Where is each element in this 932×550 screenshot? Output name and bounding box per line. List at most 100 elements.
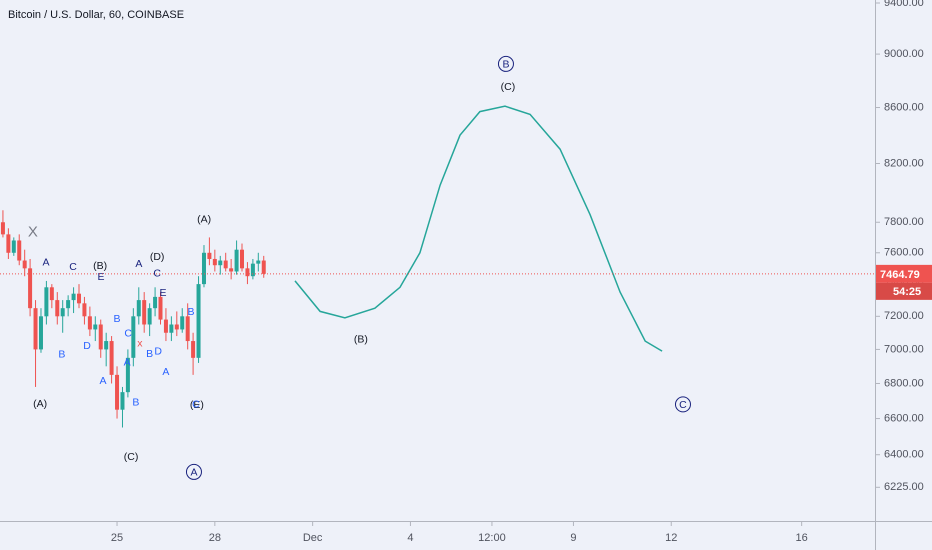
x-tick-label: 28 [209, 532, 221, 544]
candle-body [120, 392, 125, 410]
candle-body [212, 258, 217, 266]
wave-label: B [502, 59, 509, 71]
x-tick-label: 9 [570, 532, 576, 544]
candle-body [55, 300, 60, 317]
wave-label: C [679, 399, 687, 411]
candle-body [0, 222, 5, 235]
projection-curve [294, 105, 663, 352]
wave-label: (C) [124, 451, 139, 463]
candle-body [109, 341, 114, 375]
candle-body [163, 319, 168, 333]
wave-circle [497, 55, 514, 72]
wave-label: C [153, 267, 161, 279]
wave-label: E [159, 287, 166, 299]
x-tick-label: 12 [665, 532, 677, 544]
wave-label: (C) [501, 81, 516, 93]
y-tick-label: 7600.00 [884, 247, 924, 259]
wave-label: B [114, 313, 121, 325]
candle-body [261, 260, 266, 274]
candle-body [191, 341, 196, 358]
y-tick-label: 9000.00 [884, 48, 924, 60]
candle-body [82, 303, 87, 317]
candle-body [147, 308, 152, 325]
candle-body [229, 268, 234, 272]
candle-body [201, 252, 206, 285]
x-tick-label: 4 [407, 532, 413, 544]
last-price-label: 7464.79 [880, 269, 920, 281]
wave-label: C [124, 328, 132, 340]
candle-body [98, 324, 103, 350]
wave-label: A [190, 467, 197, 479]
candle-body [125, 357, 130, 393]
candle-body [104, 341, 109, 350]
countdown-box [876, 282, 932, 300]
candle-body [239, 249, 244, 269]
wave-label: D [83, 340, 91, 352]
candle-body [207, 252, 212, 259]
candle-body [33, 308, 38, 350]
candle-body [245, 268, 250, 277]
wave-label: B [146, 348, 153, 360]
wave-label: x [137, 338, 143, 350]
candle-body [6, 234, 11, 253]
y-tick-label: 7200.00 [884, 310, 924, 322]
y-tick-label: 8200.00 [884, 157, 924, 169]
candle-body [22, 260, 27, 269]
y-tick-label: 6600.00 [884, 412, 924, 424]
y-tick-label: 9400.00 [884, 0, 924, 9]
wave-label: (B) [354, 334, 368, 346]
candle-body [169, 324, 174, 333]
wave-label: A [162, 366, 169, 378]
wave-label: B [58, 348, 65, 360]
x-tick-label: Dec [303, 532, 323, 544]
wave-label: (E) [190, 399, 204, 411]
wave-label: (D) [150, 251, 165, 263]
candle-body [256, 260, 261, 264]
wave-label: A [100, 375, 107, 387]
countdown-label: 54:25 [893, 286, 921, 298]
candle-body [87, 316, 92, 330]
wave-label: B [188, 306, 195, 318]
x-tick-label: 25 [111, 532, 123, 544]
wave-circle [674, 396, 691, 413]
wave-circle [185, 463, 202, 480]
candle-body [115, 374, 120, 410]
wave-label: A [42, 257, 49, 269]
wave-label: D [154, 345, 162, 357]
candle-body [174, 324, 179, 330]
candle-body [93, 324, 98, 330]
chart-title: Bitcoin / U.S. Dollar, 60, COINBASE [8, 9, 184, 21]
candle-body [44, 287, 49, 317]
wave-label: (A) [197, 213, 211, 225]
wave-label: (A) [33, 398, 47, 410]
candle-body [180, 316, 185, 330]
candle-body [136, 300, 141, 317]
wave-label: (B) [93, 260, 107, 272]
candle-body [234, 249, 239, 272]
candle-body [71, 293, 76, 301]
x-tick-label: 12:00 [478, 532, 506, 544]
y-tick-label: 7800.00 [884, 216, 924, 228]
candle-body [223, 260, 228, 269]
candle-body [76, 293, 81, 304]
wave-label: C [69, 261, 77, 273]
x-tick-label: 16 [796, 532, 808, 544]
candle-body [142, 300, 147, 325]
wave-label: C [192, 398, 200, 410]
candle-body [250, 263, 255, 277]
candle-body [66, 300, 71, 309]
candle-body [38, 316, 43, 350]
wave-label: E [98, 271, 105, 283]
candle-body [11, 240, 16, 253]
last-price-box [876, 264, 932, 283]
wave-label: X [28, 223, 38, 240]
wave-label: B [132, 397, 139, 409]
candle-body [17, 240, 22, 261]
candle-body [153, 296, 158, 309]
candle-body [131, 316, 136, 358]
candle-body [218, 260, 223, 266]
y-tick-label: 6225.00 [884, 481, 924, 493]
